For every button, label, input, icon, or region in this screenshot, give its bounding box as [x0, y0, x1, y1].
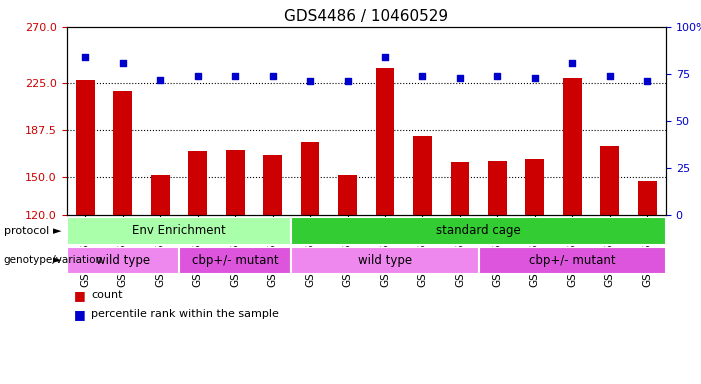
Point — [192, 73, 203, 79]
Point — [454, 74, 465, 81]
Text: wild type: wild type — [96, 254, 150, 267]
Point — [566, 60, 578, 66]
Bar — [600, 146, 619, 215]
Point — [117, 60, 128, 66]
Text: Env Enrichment: Env Enrichment — [132, 224, 226, 237]
Point — [80, 54, 91, 60]
Bar — [264, 155, 282, 215]
Bar — [479, 247, 666, 274]
Point — [229, 73, 240, 79]
Bar — [151, 175, 170, 215]
Bar — [292, 247, 479, 274]
Text: percentile rank within the sample: percentile rank within the sample — [91, 310, 279, 319]
Bar — [114, 91, 132, 215]
Text: protocol: protocol — [4, 226, 49, 236]
Point — [304, 78, 315, 84]
Bar — [76, 79, 95, 215]
Text: count: count — [91, 290, 123, 300]
Text: ►: ► — [53, 255, 62, 265]
Point — [492, 73, 503, 79]
Bar — [226, 150, 245, 215]
Point — [379, 54, 390, 60]
Text: ■: ■ — [74, 308, 86, 321]
Point — [604, 73, 615, 79]
Title: GDS4486 / 10460529: GDS4486 / 10460529 — [284, 9, 449, 24]
Bar — [292, 217, 666, 245]
Bar — [376, 68, 395, 215]
Text: genotype/variation: genotype/variation — [4, 255, 102, 265]
Point — [342, 78, 353, 84]
Point — [641, 78, 653, 84]
Point — [417, 73, 428, 79]
Bar — [526, 159, 544, 215]
Text: standard cage: standard cage — [436, 224, 521, 237]
Bar — [67, 247, 179, 274]
Text: ►: ► — [53, 226, 62, 236]
Text: ■: ■ — [74, 289, 86, 302]
Point — [529, 74, 540, 81]
Bar — [451, 162, 469, 215]
Bar — [488, 161, 507, 215]
Bar — [638, 181, 657, 215]
Point — [155, 76, 166, 83]
Bar — [338, 175, 357, 215]
Bar — [189, 151, 207, 215]
Bar — [179, 247, 292, 274]
Bar — [563, 78, 582, 215]
Text: cbp+/- mutant: cbp+/- mutant — [529, 254, 615, 267]
Bar — [413, 136, 432, 215]
Text: cbp+/- mutant: cbp+/- mutant — [192, 254, 278, 267]
Text: wild type: wild type — [358, 254, 412, 267]
Point — [267, 73, 278, 79]
Bar — [301, 142, 320, 215]
Bar — [67, 217, 292, 245]
